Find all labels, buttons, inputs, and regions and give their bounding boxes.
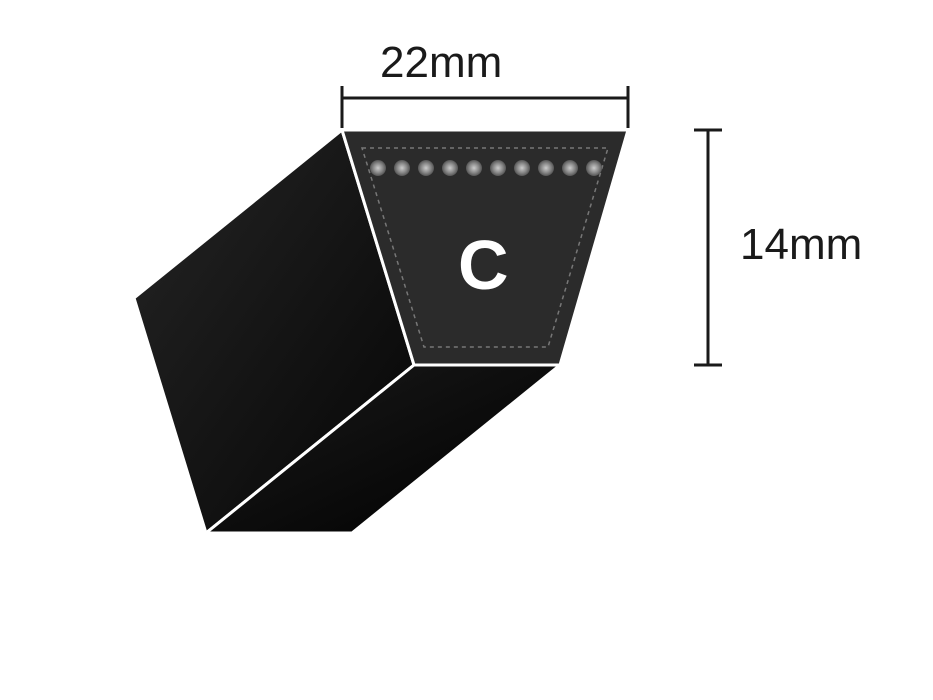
height-label: 14mm <box>740 220 862 270</box>
height-dimension <box>694 130 722 365</box>
belt-diagram: 22mm 14mm C <box>0 0 933 700</box>
width-label: 22mm <box>380 38 502 88</box>
section-letter: C <box>458 225 509 305</box>
belt-svg <box>0 0 933 700</box>
width-dimension <box>342 86 628 128</box>
